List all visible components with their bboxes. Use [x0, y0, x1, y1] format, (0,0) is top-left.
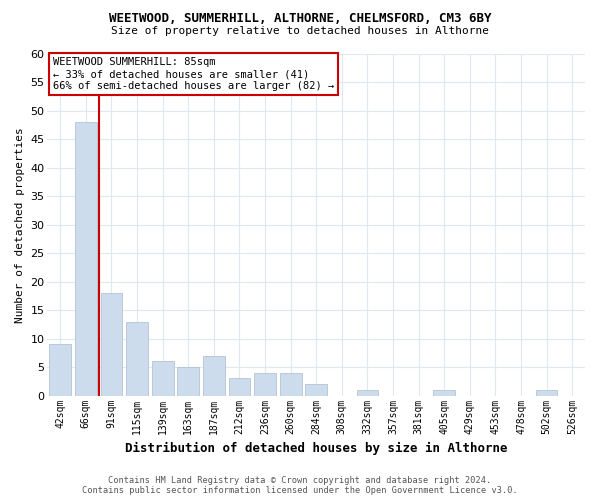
Bar [152, 362, 173, 396]
Y-axis label: Number of detached properties: Number of detached properties [15, 127, 25, 322]
Bar [229, 378, 250, 396]
Text: Size of property relative to detached houses in Althorne: Size of property relative to detached ho… [111, 26, 489, 36]
Bar [280, 373, 302, 396]
Bar [305, 384, 327, 396]
X-axis label: Distribution of detached houses by size in Althorne: Distribution of detached houses by size … [125, 442, 508, 455]
Text: WEETWOOD SUMMERHILL: 85sqm
← 33% of detached houses are smaller (41)
66% of semi: WEETWOOD SUMMERHILL: 85sqm ← 33% of deta… [53, 58, 334, 90]
Bar [203, 356, 225, 396]
Bar [356, 390, 379, 396]
Bar [126, 322, 148, 396]
Bar [75, 122, 97, 396]
Bar [254, 373, 276, 396]
Text: WEETWOOD, SUMMERHILL, ALTHORNE, CHELMSFORD, CM3 6BY: WEETWOOD, SUMMERHILL, ALTHORNE, CHELMSFO… [109, 12, 491, 26]
Bar [536, 390, 557, 396]
Bar [178, 367, 199, 396]
Bar [433, 390, 455, 396]
Bar [49, 344, 71, 396]
Bar [101, 293, 122, 396]
Text: Contains HM Land Registry data © Crown copyright and database right 2024.
Contai: Contains HM Land Registry data © Crown c… [82, 476, 518, 495]
